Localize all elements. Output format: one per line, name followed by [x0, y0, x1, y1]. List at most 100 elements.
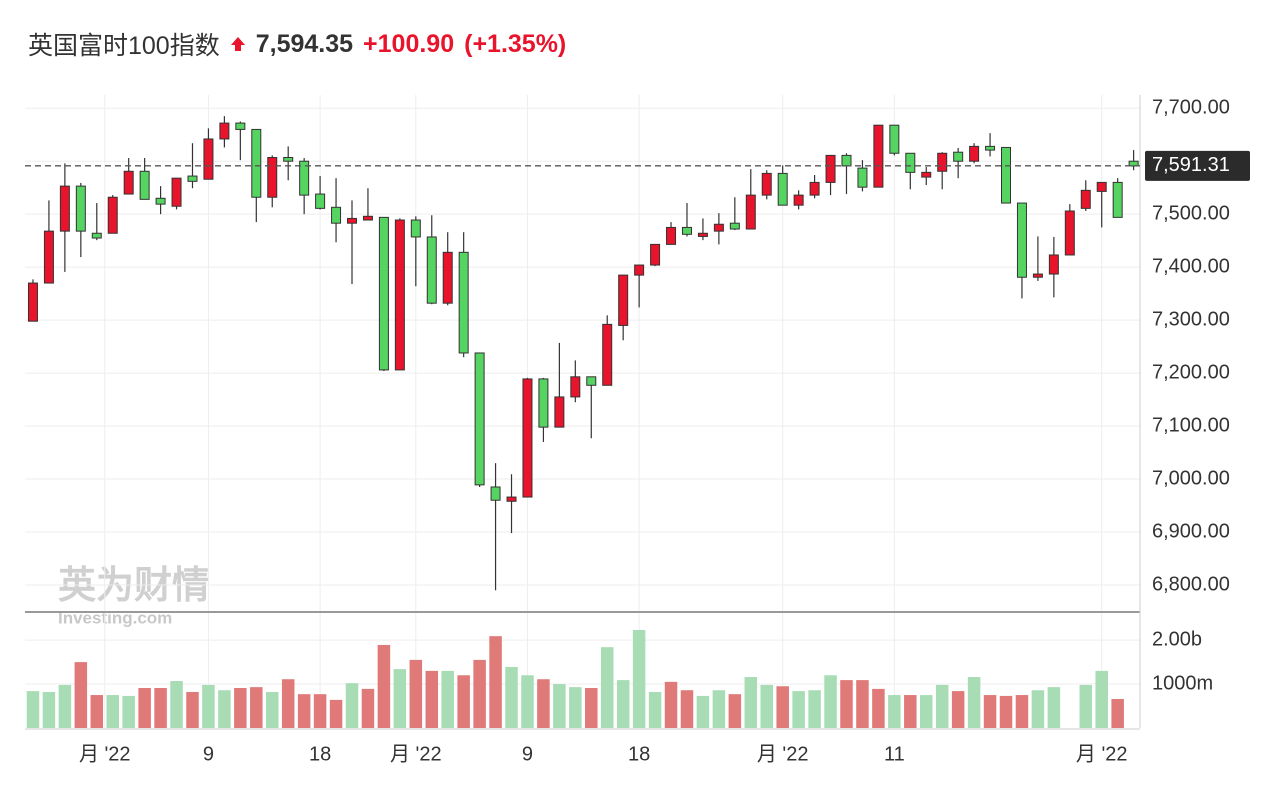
last-price-label: 7,591.31	[1152, 154, 1230, 176]
volume-bar	[600, 647, 614, 728]
volume-bar	[122, 695, 135, 728]
candle-body	[825, 154, 836, 183]
candle-body	[155, 197, 166, 205]
volume-bar	[1047, 687, 1061, 728]
x-tick-label: 11	[884, 743, 905, 765]
candle-body	[219, 122, 230, 140]
candle-body	[953, 151, 964, 162]
volume-bar	[250, 687, 263, 728]
volume-bar	[856, 680, 869, 728]
candle-body	[506, 496, 517, 502]
volume-bar	[42, 691, 56, 728]
title: 英国富时100指数	[28, 32, 220, 60]
volume-bar	[505, 666, 518, 728]
candle-body	[315, 193, 326, 209]
candle-body	[586, 376, 597, 386]
volume-bar	[1031, 690, 1045, 728]
volume-bar	[680, 690, 694, 728]
volume-bar	[632, 630, 646, 728]
y-tick-label: 7,000.00	[1152, 467, 1230, 489]
candle-body	[442, 251, 453, 304]
candle-body	[235, 122, 246, 130]
volume-bar	[106, 695, 119, 728]
y-tick-label: 7,400.00	[1152, 255, 1230, 277]
volume-bar	[345, 683, 359, 728]
y-tick-label: 7,200.00	[1152, 361, 1230, 383]
candle-body	[1016, 202, 1027, 278]
candle-body	[458, 251, 469, 354]
candle-body	[91, 232, 102, 239]
volume-bar	[1015, 695, 1029, 728]
candle-body	[347, 217, 358, 224]
candle-body	[681, 226, 692, 235]
candle-body	[538, 378, 549, 428]
candle-body	[713, 223, 724, 232]
volume-bar	[90, 695, 104, 728]
candle-body	[873, 124, 884, 188]
candle-body	[969, 145, 980, 162]
volume-bar	[872, 688, 885, 728]
candle-body	[618, 274, 629, 326]
volume-bar	[281, 679, 295, 728]
watermark-site: Investing.com	[58, 608, 172, 627]
volume-bar	[218, 690, 231, 728]
candle-body	[809, 181, 820, 196]
candle-body	[59, 185, 70, 232]
volume-bar	[616, 680, 630, 728]
candle-body	[697, 232, 708, 237]
x-tick-label: 月 '22	[757, 743, 809, 765]
volume-bar	[920, 695, 933, 728]
y-tick-label: 7,500.00	[1152, 202, 1230, 224]
volume-bar	[967, 677, 981, 728]
candle-body	[729, 222, 740, 230]
candle-body	[474, 352, 485, 486]
candle-body	[394, 219, 405, 371]
volume-bar	[361, 688, 375, 728]
volume-bar	[313, 694, 327, 728]
volume-bar	[712, 690, 726, 728]
candle-body	[107, 196, 118, 234]
x-tick-label: 18	[628, 743, 650, 765]
volume-bar	[904, 695, 917, 728]
volume-bar	[553, 684, 566, 728]
volume-bar	[154, 688, 167, 728]
candle-body	[905, 152, 916, 173]
volume-bar	[744, 677, 758, 728]
volume-bar	[648, 691, 662, 728]
watermark-brand: 英为财情	[58, 565, 210, 607]
candle-body	[1048, 254, 1059, 275]
candle-body	[410, 219, 421, 238]
candle-body	[75, 185, 86, 232]
volume-bar	[1095, 670, 1108, 728]
candle-body	[43, 230, 54, 284]
volume-bar	[74, 662, 88, 728]
x-tick-label: 月 '22	[1076, 743, 1128, 765]
volume-bar	[138, 688, 151, 728]
change-pct: (+1.35%)	[464, 29, 567, 58]
candle-body	[362, 215, 373, 221]
volume-bar	[760, 684, 773, 728]
x-tick-label: 18	[309, 743, 331, 765]
x-tick-label: 月 '22	[79, 743, 131, 765]
candle-body	[761, 172, 772, 196]
candle-body	[745, 194, 756, 230]
candle-body	[570, 376, 581, 398]
volume-bar	[696, 695, 710, 728]
volume-bar	[585, 688, 598, 728]
volume-bar	[983, 695, 997, 728]
volume-bar	[792, 691, 805, 728]
volume-bar	[377, 644, 391, 728]
x-tick-label: 9	[522, 743, 533, 765]
candle-body	[1032, 273, 1043, 278]
volume-bar	[425, 670, 439, 728]
volume-bar	[664, 681, 678, 728]
y-tick-label: 6,800.00	[1152, 573, 1230, 595]
candle-body	[1128, 160, 1139, 167]
candle-body	[650, 243, 661, 266]
candle-body	[1080, 189, 1091, 209]
header: 英国富时100指数 7,594.35 +100.90 (+1.35%)	[28, 26, 566, 62]
candle-body	[1112, 181, 1123, 218]
candle-body	[267, 157, 278, 198]
